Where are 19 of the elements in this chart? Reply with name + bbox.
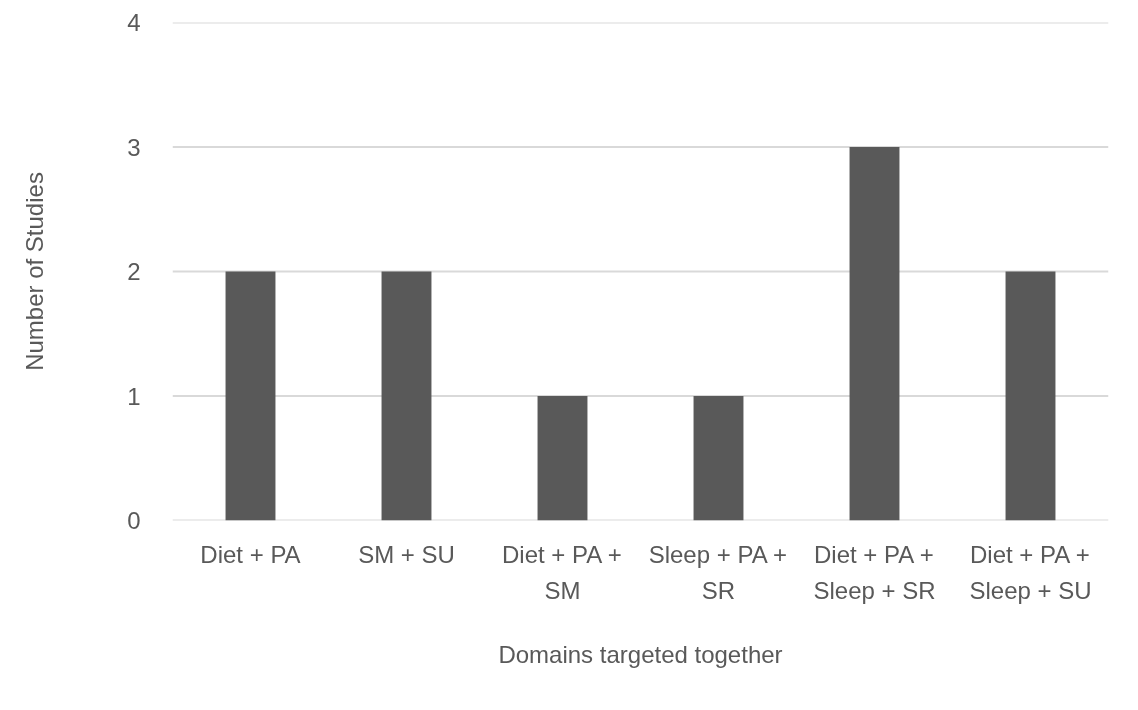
x-tick-label: SM + SU xyxy=(358,540,455,568)
y-tick-label: 0 xyxy=(127,507,141,534)
x-tick-label: Diet + PA + SM xyxy=(502,540,622,604)
x-axis-title: Domains targeted together xyxy=(498,640,783,668)
bar xyxy=(1005,271,1056,521)
bar xyxy=(693,396,744,521)
y-tick-label: 3 xyxy=(127,133,141,161)
y-axis-title: Number of Studies xyxy=(21,172,49,371)
y-tick-label: 4 xyxy=(127,9,141,36)
bar xyxy=(381,271,432,521)
x-tick-label: Diet + PA + Sleep + SR xyxy=(813,540,936,604)
y-tick-label: 1 xyxy=(127,382,141,410)
x-tick-label: Sleep + PA + SR xyxy=(648,540,787,604)
x-tick-label: Diet + PA xyxy=(200,540,301,568)
x-tick-label: Diet + PA + Sleep + SU xyxy=(969,540,1092,604)
bar xyxy=(849,147,900,521)
bar xyxy=(537,396,588,521)
y-tick-label: 2 xyxy=(127,258,141,285)
bar xyxy=(225,271,276,521)
